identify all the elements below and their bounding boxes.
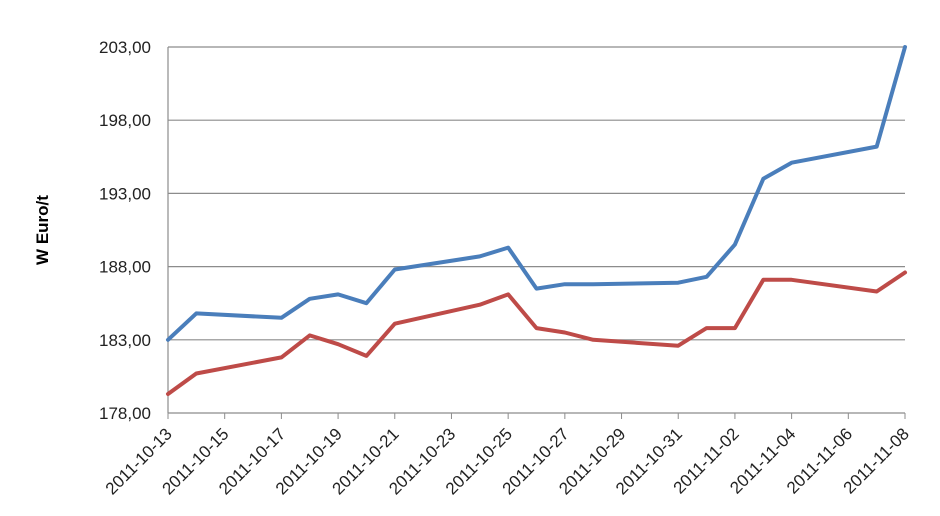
- y-tick-label: 193,00: [99, 184, 151, 203]
- y-axis-title: W Euro/t: [33, 195, 52, 265]
- y-tick-labels: 178,00 183,00 188,00 193,00 198,00 203,00: [99, 38, 151, 423]
- y-tick-label: 178,00: [99, 404, 151, 423]
- series-line-1: [166, 45, 907, 342]
- y-tick-label: 203,00: [99, 38, 151, 57]
- series-lines: [166, 45, 907, 396]
- gridlines: [167, 46, 905, 414]
- y-tick-label: 183,00: [99, 331, 151, 350]
- y-tick-label: 188,00: [99, 258, 151, 277]
- x-tick-labels: 2011-10-132011-10-152011-10-172011-10-19…: [102, 413, 913, 498]
- series-line-2: [166, 270, 907, 396]
- y-tick-label: 198,00: [99, 111, 151, 130]
